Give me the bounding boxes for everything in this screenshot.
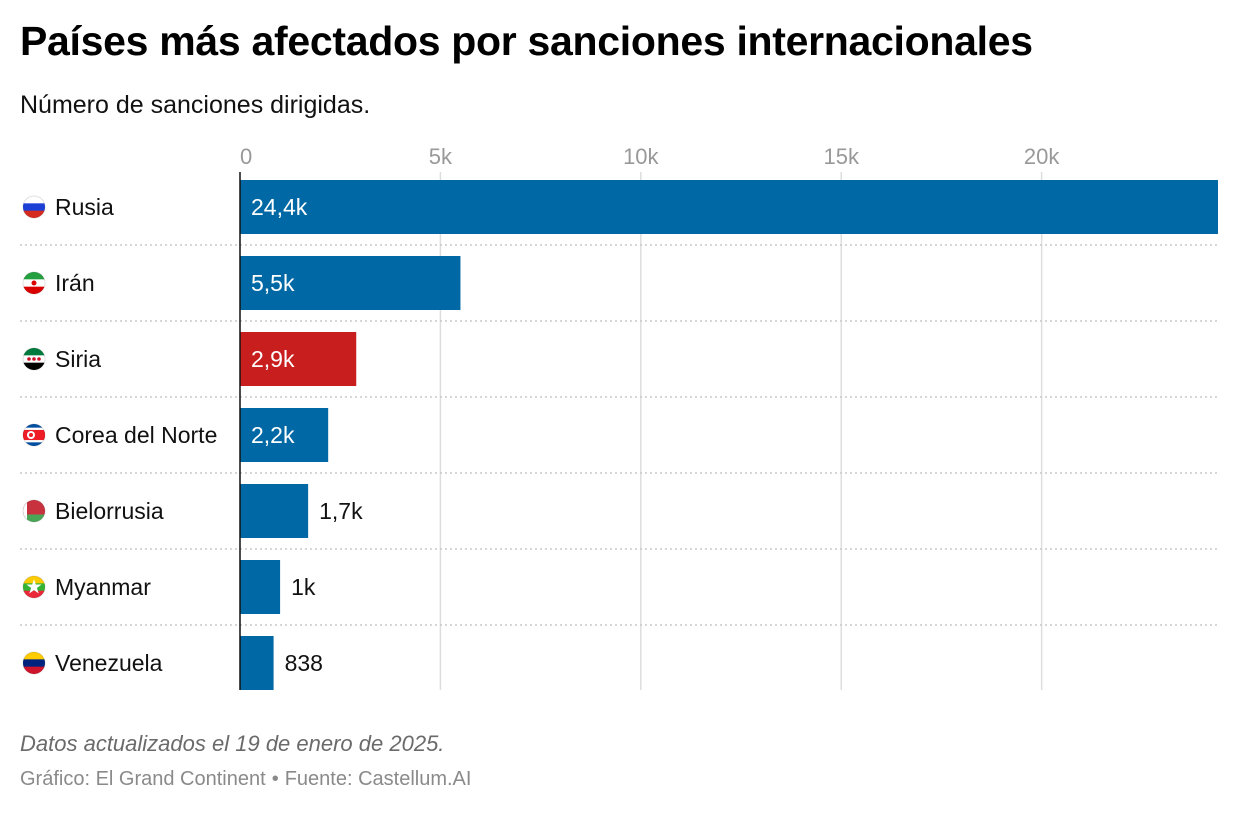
value-label: 5,5k <box>251 270 295 296</box>
category-label: Myanmar <box>55 574 151 600</box>
update-note: Datos actualizados el 19 de enero de 202… <box>20 731 445 756</box>
bar-chart: 0 5k 10k 15k 20k Rusia 24,4k Irán 5,5k Siria 2,9k C… <box>20 144 1218 690</box>
chart-subtitle: Número de sanciones dirigidas. <box>20 91 371 119</box>
bar <box>240 256 461 310</box>
bar <box>240 636 274 690</box>
value-label: 2,9k <box>251 346 295 372</box>
bar <box>240 560 281 614</box>
bar <box>240 408 329 462</box>
source-text: Fuente: Castellum.AI <box>284 768 472 790</box>
category-label: Bielorrusia <box>55 498 164 524</box>
x-tick-label: 0 <box>240 144 252 169</box>
bar <box>240 180 1218 234</box>
value-label: 1k <box>291 574 316 600</box>
x-tick-label: 5k <box>429 144 453 169</box>
bar <box>240 484 309 538</box>
iran-flag-icon <box>22 271 46 295</box>
venezuela-flag-icon <box>22 651 46 675</box>
value-label: 24,4k <box>251 194 308 220</box>
credit-separator: • <box>271 768 279 790</box>
category-label: Rusia <box>55 194 114 220</box>
bar <box>240 332 357 386</box>
belarus-flag-icon <box>22 499 46 523</box>
syria-flag-icon <box>22 347 46 371</box>
category-label: Corea del Norte <box>55 422 217 448</box>
chart-title: Países más afectados por sanciones inter… <box>20 18 1033 64</box>
credits-line: Gráfico: El Grand Continent • Fuente: Cast… <box>20 768 471 791</box>
myanmar-flag-icon <box>22 575 46 599</box>
north-korea-flag-icon <box>22 423 46 447</box>
x-tick-label: 15k <box>823 144 859 169</box>
value-label: 1,7k <box>319 498 363 524</box>
value-label: 838 <box>285 650 323 676</box>
russia-flag-icon <box>22 195 46 219</box>
category-label: Siria <box>55 346 101 372</box>
credit-text: Gráfico: El Grand Continent <box>20 768 266 790</box>
value-label: 2,2k <box>251 422 295 448</box>
category-label: Venezuela <box>55 650 163 676</box>
x-tick-label: 10k <box>623 144 659 169</box>
x-tick-label: 20k <box>1024 144 1060 169</box>
category-label: Irán <box>55 270 95 296</box>
